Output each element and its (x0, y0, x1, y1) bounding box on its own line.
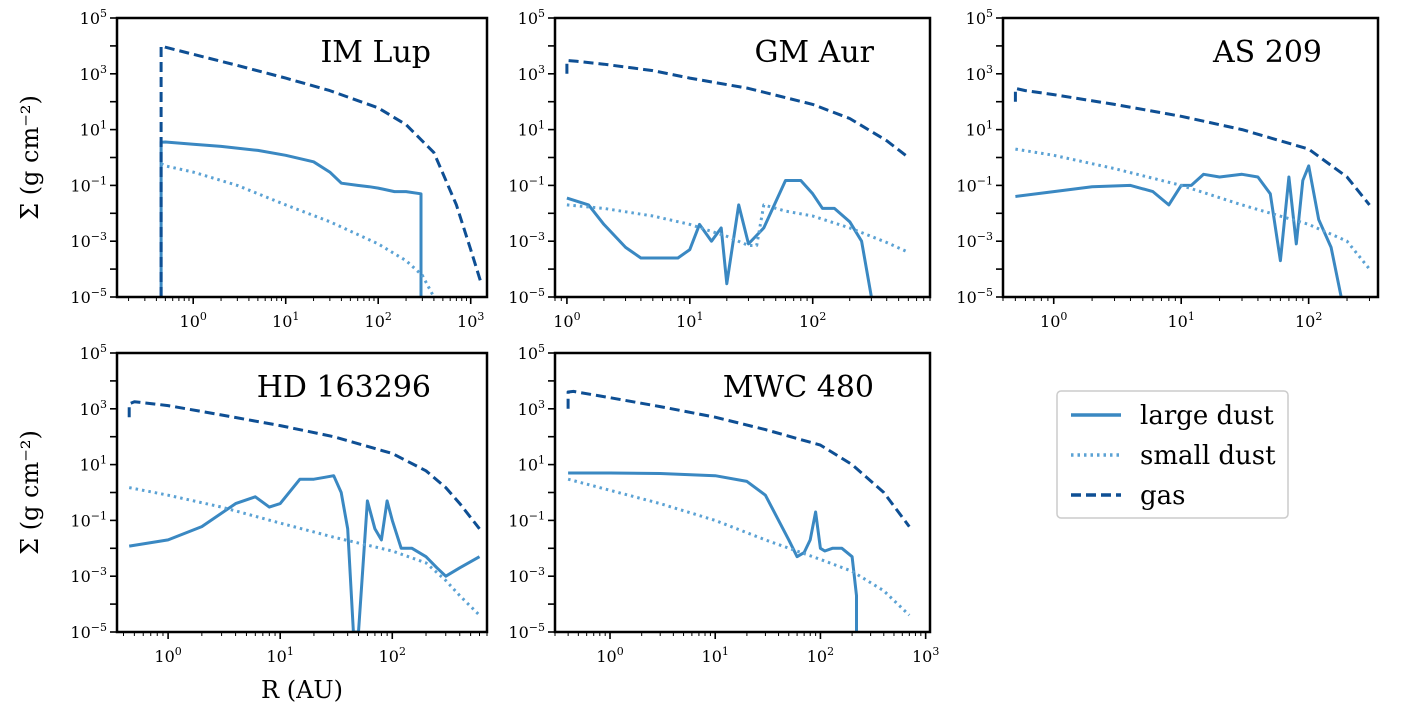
y-tick-label: 101 (80, 454, 107, 475)
x-tick-label: 100 (596, 645, 623, 666)
panel-gm-aur: 10−5 10−3 10−1 101 103 105 100 101 102 GM Aur (508, 7, 932, 331)
small-dust-line (1015, 147, 1371, 271)
x-tick-label: 100 (154, 645, 181, 666)
x-tick-label: 102 (365, 310, 392, 331)
y-tick-label: 10−5 (70, 621, 107, 642)
panel-im-lup: 10−5 10−3 10−1 101 103 105 100 101 102 103 IM Lup Σ… (16, 7, 489, 331)
x-tick-label: 100 (553, 310, 580, 331)
panel-hd-163296: 10−5 10−3 10−1 101 103 105 100 101 102 HD 163296 Σ… (16, 342, 489, 703)
large-dust-line (159, 140, 423, 297)
x-tick-label: 102 (799, 310, 826, 331)
x-tick-label: 103 (912, 645, 939, 666)
x-tick-label: 102 (379, 645, 406, 666)
y-tick-label: 10−1 (508, 174, 545, 195)
x-tick-label: 101 (272, 310, 299, 331)
y-tick-label: 10−1 (508, 509, 545, 530)
y-tick-label: 103 (80, 63, 107, 84)
legend-label-gas: gas (1140, 481, 1186, 511)
y-tick-label: 103 (518, 63, 545, 84)
y-axis-label: Σ (g cm⁻²) (16, 95, 44, 220)
x-tick-label: 102 (807, 645, 834, 666)
gas-line (566, 389, 911, 528)
y-tick-label: 105 (80, 342, 107, 363)
gas-line (127, 400, 481, 530)
axes-frame (115, 16, 489, 299)
y-tick-label: 10−3 (70, 565, 107, 586)
gas-line (159, 44, 483, 297)
y-tick-label: 105 (518, 7, 545, 28)
y-axis-label: Σ (g cm⁻²) (16, 430, 44, 555)
y-tick-label: 105 (518, 342, 545, 363)
y-tick-label: 10−1 (956, 174, 993, 195)
large-dust-line (128, 474, 481, 632)
y-tick-label: 101 (966, 119, 993, 140)
panel-title: MWC 480 (723, 370, 874, 405)
y-tick-label: 10−1 (70, 509, 107, 530)
gas-line (565, 59, 910, 159)
large-dust-line (568, 471, 858, 632)
y-tick-label: 10−3 (70, 230, 107, 251)
panel-title: HD 163296 (257, 370, 431, 405)
y-tick-label: 103 (80, 398, 107, 419)
y-tick-label: 101 (518, 119, 545, 140)
panel-title: GM Aur (754, 35, 874, 70)
y-tick-label: 103 (518, 398, 545, 419)
y-tick-label: 10−1 (70, 174, 107, 195)
x-tick-label: 101 (1168, 310, 1195, 331)
y-tick-label: 103 (966, 63, 993, 84)
legend-label-small-dust: small dust (1140, 441, 1276, 471)
gas-line (1013, 86, 1371, 206)
x-tick-label: 101 (702, 645, 729, 666)
x-tick-label: 102 (1295, 310, 1322, 331)
y-tick-label: 10−5 (956, 286, 993, 307)
panel-title: AS 209 (1212, 35, 1322, 70)
x-tick-label: 103 (457, 310, 484, 331)
x-tick-label: 100 (180, 310, 207, 331)
y-tick-label: 10−3 (956, 230, 993, 251)
legend-box (1056, 390, 1289, 519)
small-dust-line (128, 486, 481, 617)
y-tick-label: 10−5 (508, 621, 545, 642)
x-tick-label: 101 (267, 645, 294, 666)
x-tick-label: 101 (676, 310, 703, 331)
legend: large dust small dust gas (1056, 390, 1289, 519)
large-dust-line (1015, 164, 1343, 297)
y-tick-label: 105 (966, 7, 993, 28)
y-tick-label: 10−3 (508, 565, 545, 586)
y-tick-label: 10−5 (70, 286, 107, 307)
small-dust-line (160, 162, 436, 297)
panel-title: IM Lup (320, 35, 431, 70)
x-axis-label: R (AU) (261, 676, 343, 703)
legend-label-large-dust: large dust (1140, 401, 1274, 431)
y-tick-label: 105 (80, 7, 107, 28)
panel-as-209: 10−5 10−3 10−1 101 103 105 100 101 102 AS 209 (956, 7, 1380, 331)
panel-mwc-480: 10−5 10−3 10−1 101 103 105 100 101 102 103 MWC 480 (508, 342, 939, 666)
x-tick-label: 100 (1040, 310, 1067, 331)
large-dust-line (566, 179, 873, 297)
y-tick-label: 10−3 (508, 230, 545, 251)
small-dust-line (567, 477, 911, 617)
y-tick-label: 101 (518, 454, 545, 475)
small-dust-line (566, 203, 910, 254)
y-tick-label: 101 (80, 119, 107, 140)
y-tick-label: 10−5 (508, 286, 545, 307)
